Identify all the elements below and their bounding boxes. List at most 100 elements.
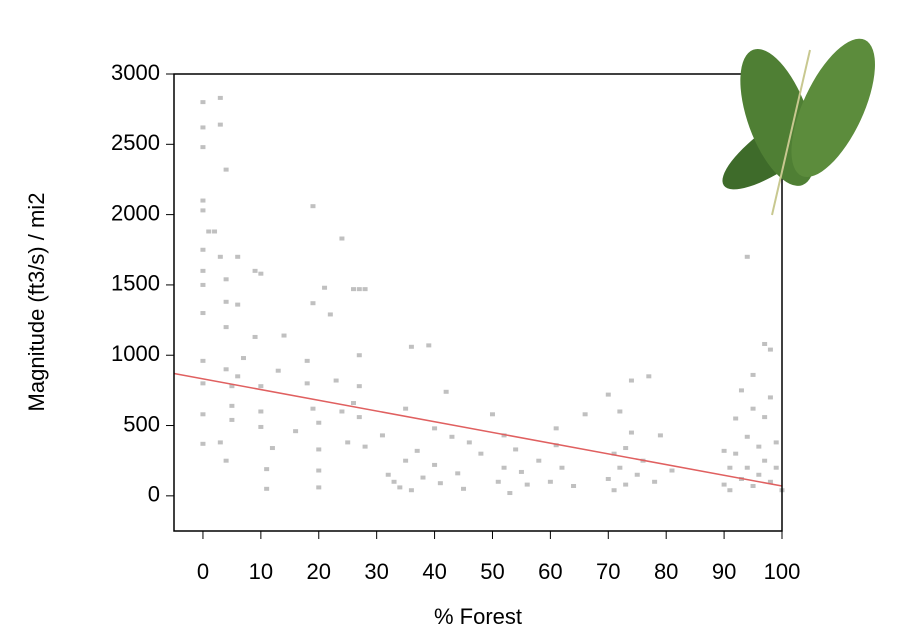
point (582, 412, 588, 417)
point (553, 426, 559, 431)
point (559, 465, 565, 470)
x-tick-label: 20 (307, 559, 331, 584)
point (223, 277, 229, 282)
point (727, 465, 733, 470)
point (507, 491, 513, 496)
point (750, 484, 756, 489)
point (258, 424, 264, 429)
point (501, 465, 507, 470)
point (223, 167, 229, 172)
point (258, 271, 264, 276)
trend-line (173, 372, 783, 487)
point (200, 208, 206, 213)
x-tick-label: 0 (197, 559, 209, 584)
point (397, 485, 403, 490)
point (767, 347, 773, 352)
point (738, 388, 744, 393)
point (310, 204, 316, 209)
point (744, 254, 750, 259)
point (617, 409, 623, 414)
point (235, 374, 241, 379)
point (744, 465, 750, 470)
point (316, 447, 322, 452)
point (200, 268, 206, 273)
point (403, 406, 409, 411)
point (356, 353, 362, 358)
point (200, 282, 206, 287)
point (356, 287, 362, 292)
plot-frame (173, 73, 783, 532)
point (200, 358, 206, 363)
point (240, 356, 246, 361)
point (310, 406, 316, 411)
point (773, 465, 779, 470)
point (420, 475, 426, 480)
point (252, 334, 258, 339)
x-tick-label: 40 (422, 559, 446, 584)
point (669, 468, 675, 473)
point (646, 374, 652, 379)
point (403, 458, 409, 463)
point (727, 488, 733, 493)
point (524, 482, 530, 487)
point (408, 488, 414, 493)
point (432, 462, 438, 467)
point (200, 247, 206, 252)
point (269, 446, 275, 451)
y-tick-label: 2500 (111, 130, 160, 155)
point (762, 341, 768, 346)
point (773, 440, 779, 445)
point (443, 389, 449, 394)
x-tick-label: 50 (480, 559, 504, 584)
y-tick-label: 500 (123, 411, 160, 436)
point (744, 434, 750, 439)
point (235, 254, 241, 259)
point (605, 476, 611, 481)
point (628, 378, 634, 383)
point (611, 451, 617, 456)
point (339, 409, 345, 414)
point (356, 384, 362, 389)
point (611, 488, 617, 493)
point (275, 368, 281, 373)
x-tick-label: 100 (764, 559, 801, 584)
point (229, 417, 235, 422)
point (316, 468, 322, 473)
point (212, 229, 218, 234)
point (536, 458, 542, 463)
point (449, 434, 455, 439)
point (304, 381, 310, 386)
y-tick-label: 0 (148, 482, 160, 507)
point (333, 378, 339, 383)
point (217, 254, 223, 259)
y-tick-label: 3000 (111, 60, 160, 85)
point (200, 100, 206, 105)
point (657, 433, 663, 438)
y-tick-label: 1000 (111, 341, 160, 366)
point (489, 412, 495, 417)
point (721, 448, 727, 453)
point (628, 430, 634, 435)
point (461, 486, 467, 491)
point (206, 229, 212, 234)
point (264, 467, 270, 472)
point (767, 395, 773, 400)
point (316, 420, 322, 425)
point (223, 325, 229, 330)
point (223, 299, 229, 304)
point (432, 426, 438, 431)
point (258, 409, 264, 414)
point (721, 482, 727, 487)
point (385, 472, 391, 477)
x-tick-label: 10 (249, 559, 273, 584)
point (733, 451, 739, 456)
point (293, 429, 299, 434)
y-tick-label: 2000 (111, 200, 160, 225)
point (518, 469, 524, 474)
point (356, 415, 362, 420)
point (217, 122, 223, 127)
point (553, 443, 559, 448)
point (478, 451, 484, 456)
point (756, 472, 762, 477)
point (623, 446, 629, 451)
